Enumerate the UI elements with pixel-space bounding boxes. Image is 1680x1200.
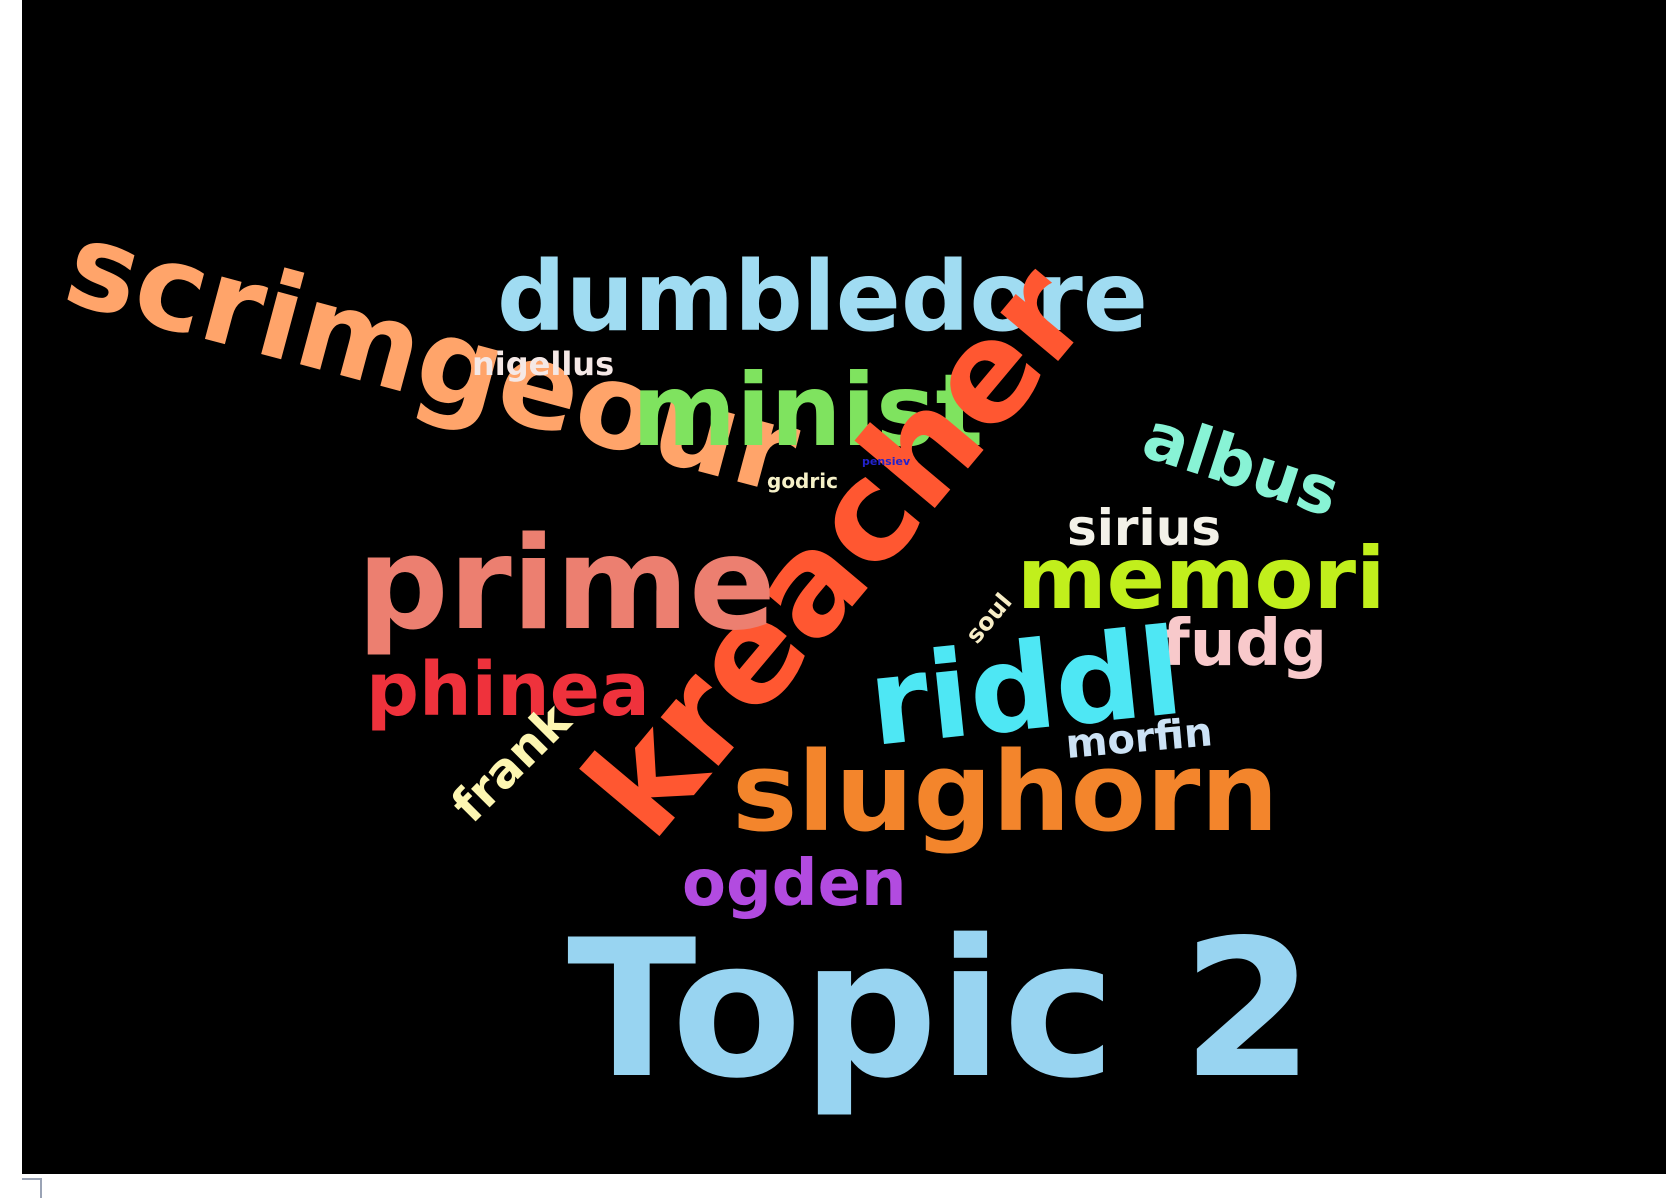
word-riddl: riddl <box>863 603 1189 774</box>
word-pensiev: pensiev <box>862 455 911 468</box>
word-godric: godric <box>767 469 838 493</box>
word-sirius: sirius <box>1067 499 1221 557</box>
word-ogden: ogden <box>682 847 907 921</box>
wordcloud-title: Topic 2 <box>567 899 1314 1120</box>
word-prime: prime <box>357 510 776 659</box>
word-minist: minist <box>632 352 983 469</box>
word-phinea: phinea <box>366 647 650 733</box>
wordcloud-canvas: scrimgeour dumbledore nigellus minist kr… <box>22 0 1666 1174</box>
word-nigellus: nigellus <box>472 345 614 383</box>
wordcloud-svg: scrimgeour dumbledore nigellus minist kr… <box>53 194 1386 1120</box>
word-slughorn: slughorn <box>732 728 1279 856</box>
word-fudg: fudg <box>1162 607 1327 681</box>
word-dumbledore: dumbledore <box>497 241 1148 353</box>
resize-corner-icon <box>22 1178 42 1198</box>
word-memori: memori <box>1017 529 1386 629</box>
